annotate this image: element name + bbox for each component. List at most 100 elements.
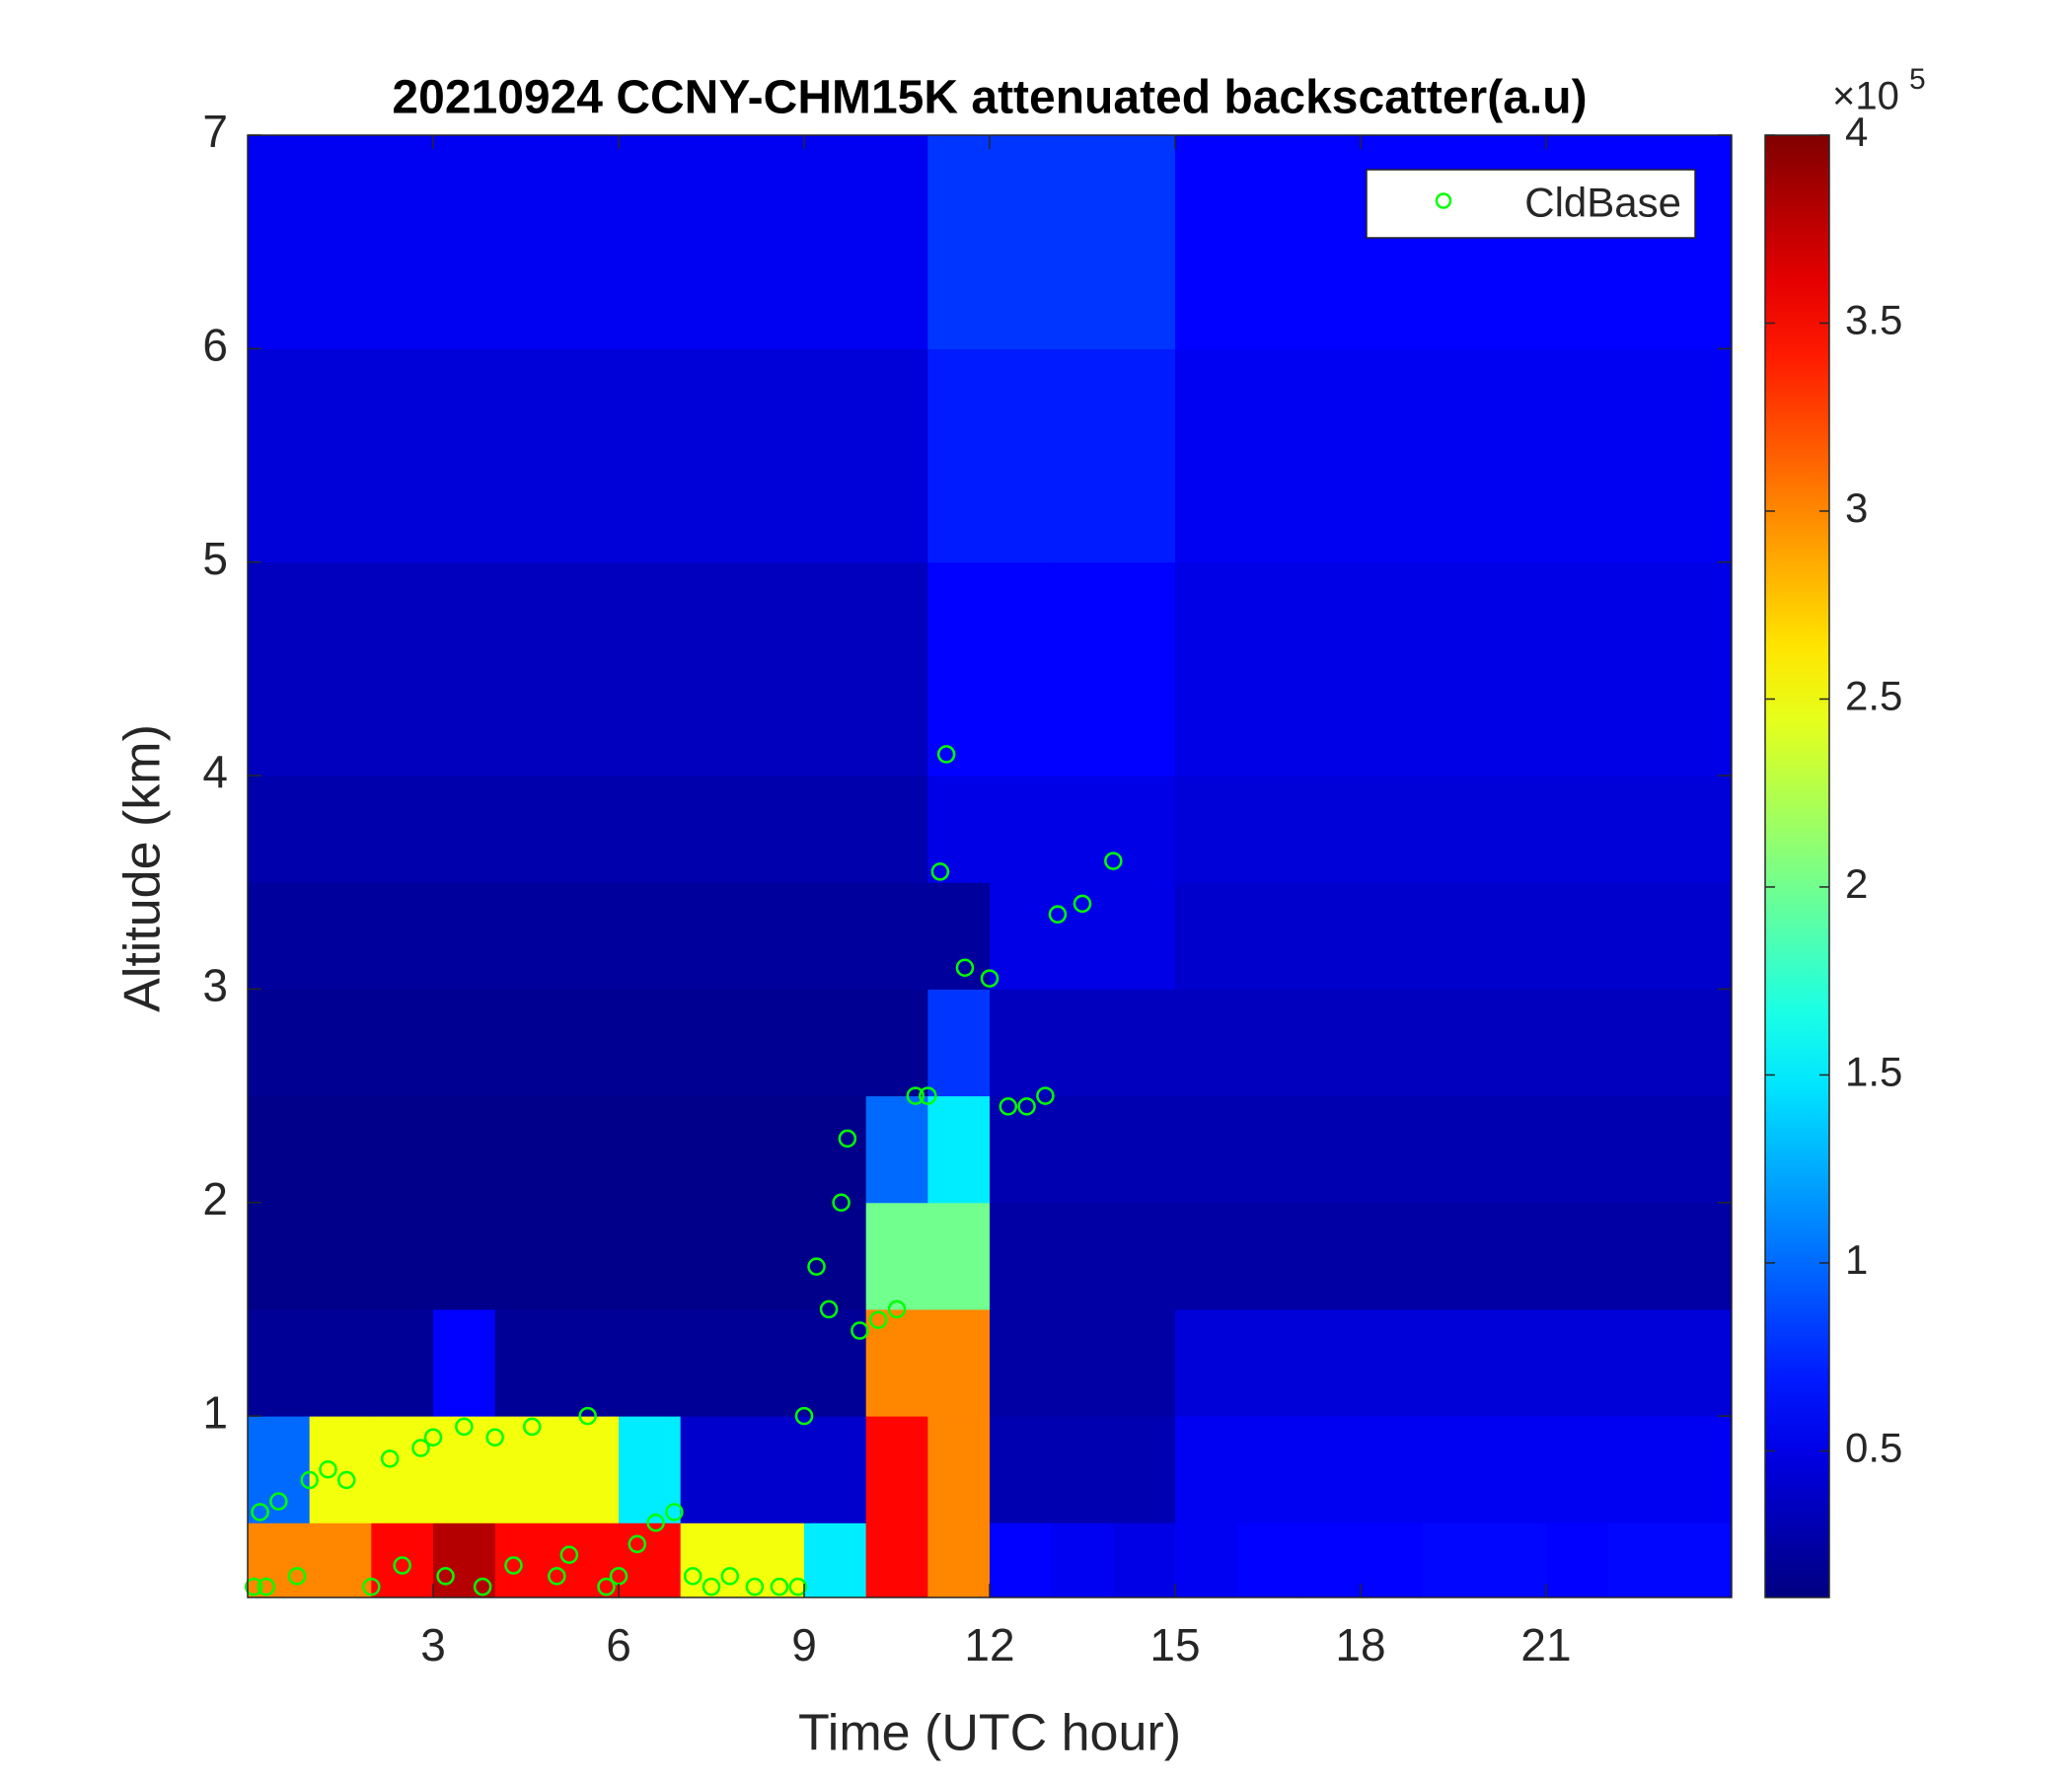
- heatmap-cell: [1546, 135, 1609, 349]
- cloud-base-point: [628, 1534, 647, 1554]
- cloud-base-point: [936, 745, 956, 764]
- cloud-base-point: [380, 1449, 400, 1468]
- heatmap-cell: [309, 1416, 372, 1523]
- x-tick-label: 3: [420, 1619, 446, 1670]
- heatmap-cell: [619, 135, 682, 349]
- heatmap-cell: [494, 776, 557, 883]
- heatmap-cell: [804, 1202, 867, 1310]
- heatmap-cell: [1175, 1095, 1238, 1204]
- heatmap-cell: [248, 348, 311, 563]
- heatmap-cell: [248, 1416, 311, 1523]
- heatmap-cell: [865, 776, 928, 883]
- heatmap-cell: [1051, 561, 1114, 777]
- heatmap-cell: [1361, 348, 1424, 563]
- heatmap-cell: [1546, 882, 1609, 990]
- heatmap-cell: [1546, 1308, 1609, 1417]
- heatmap-cell: [1361, 1416, 1424, 1523]
- heatmap-cell: [494, 561, 557, 777]
- heatmap-cell: [742, 1416, 805, 1523]
- heatmap-cell: [494, 348, 557, 563]
- heatmap-cell: [1175, 348, 1238, 563]
- heatmap-cell: [1361, 561, 1424, 777]
- cloud-base-point: [955, 958, 975, 978]
- cloud-base-point: [906, 1086, 925, 1105]
- cloud-base-point: [300, 1470, 319, 1490]
- heatmap-cell: [1175, 135, 1238, 349]
- heatmap-cell: [1484, 1202, 1547, 1310]
- legend-box: [1366, 169, 1696, 239]
- heatmap-cell: [927, 1095, 991, 1204]
- heatmap-cell: [1236, 1416, 1299, 1523]
- heatmap-cell: [1051, 989, 1114, 1097]
- heatmap-cell: [1051, 776, 1114, 883]
- heatmap-cell: [1422, 882, 1485, 990]
- cloud-base-point: [504, 1556, 523, 1575]
- heatmap-cell: [742, 776, 805, 883]
- heatmap-cell: [1175, 989, 1238, 1097]
- colorbar-exponent: 5: [1909, 63, 1926, 96]
- heatmap-cell: [371, 1522, 434, 1598]
- y-tick-label: 4: [202, 746, 228, 797]
- x-tick-label: 21: [1520, 1619, 1571, 1670]
- heatmap-cell: [1607, 135, 1670, 349]
- heatmap-cell: [927, 776, 991, 883]
- heatmap-cell: [742, 348, 805, 563]
- heatmap-cell: [742, 561, 805, 777]
- heatmap-cell: [1113, 1308, 1176, 1417]
- heatmap-cell: [433, 776, 496, 883]
- heatmap-cell: [680, 348, 743, 563]
- heatmap-cell: [1236, 1095, 1299, 1204]
- heatmap-cell: [804, 989, 867, 1097]
- heatmap-cell: [494, 1308, 557, 1417]
- heatmap-cell: [1113, 1522, 1176, 1598]
- x-tick-label: 12: [964, 1619, 1014, 1670]
- heatmap-cell: [1546, 1202, 1609, 1310]
- heatmap-cell: [556, 776, 620, 883]
- heatmap-cell: [1298, 135, 1362, 349]
- heatmap-cell: [1422, 561, 1485, 777]
- heatmap-cell: [1298, 348, 1362, 563]
- heatmap-cell: [680, 882, 743, 990]
- heatmap-cell: [1669, 348, 1733, 563]
- heatmap-cell: [1607, 882, 1670, 990]
- heatmap-cell: [1298, 1416, 1362, 1523]
- y-tick-label: 6: [202, 320, 228, 371]
- heatmap-cell: [1546, 776, 1609, 883]
- heatmap-cell: [1546, 348, 1609, 563]
- heatmap-cell: [1051, 882, 1114, 990]
- heatmap-cell: [1669, 1308, 1733, 1417]
- colorbar-tick-label: 0.5: [1845, 1425, 1902, 1471]
- colorbar-tick-label: 2: [1845, 860, 1868, 907]
- heatmap-cell: [680, 135, 743, 349]
- cloud-base-point: [337, 1470, 356, 1490]
- heatmap-cell: [619, 1522, 682, 1598]
- cloud-base-point: [245, 1577, 263, 1596]
- heatmap-cell: [433, 1308, 496, 1417]
- heatmap-cell: [309, 989, 372, 1097]
- heatmap-cell: [865, 348, 928, 563]
- heatmap-cell: [1546, 1095, 1609, 1204]
- heatmap-cell: [309, 348, 372, 563]
- heatmap-cell: [1236, 1202, 1299, 1310]
- heatmap-cell: [990, 989, 1053, 1097]
- heatmap-cell: [309, 1308, 372, 1417]
- heatmap-cell: [494, 989, 557, 1097]
- heatmap-cell: [1298, 1308, 1362, 1417]
- cloud-base-point: [1104, 852, 1123, 870]
- heatmap-cell: [804, 1416, 867, 1523]
- x-tick-label: 6: [606, 1619, 631, 1670]
- heatmap-cell: [680, 1522, 743, 1598]
- heatmap-cell: [248, 1095, 311, 1204]
- cloud-base-point: [683, 1567, 703, 1586]
- heatmap-cell: [619, 882, 682, 990]
- heatmap-cell: [248, 561, 311, 777]
- heatmap-cell: [1607, 1095, 1670, 1204]
- heatmap-cell: [742, 1522, 805, 1598]
- heatmap-cell: [433, 348, 496, 563]
- heatmap-cell: [680, 776, 743, 883]
- heatmap-cell: [619, 1202, 682, 1310]
- heatmap-cell: [371, 135, 434, 349]
- heatmap-cell: [309, 135, 372, 349]
- heatmap-cell: [1484, 1308, 1547, 1417]
- heatmap-cell: [927, 348, 991, 563]
